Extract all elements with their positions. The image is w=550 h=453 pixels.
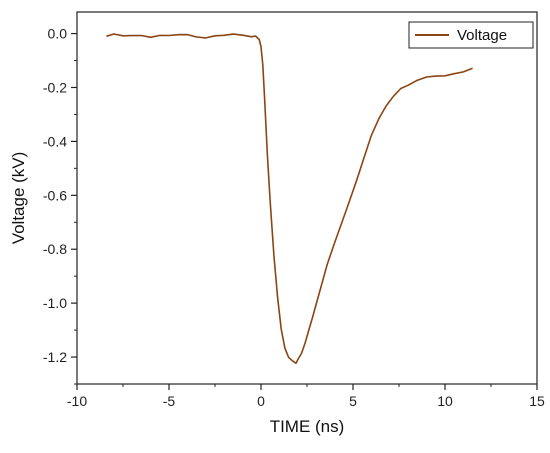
y-tick-label: -0.4 <box>43 133 67 149</box>
axes <box>76 11 538 385</box>
y-tick-label: -0.2 <box>43 79 67 95</box>
x-tick-label: 0 <box>257 393 265 409</box>
y-tick-label: -0.8 <box>43 241 67 257</box>
series <box>106 33 473 365</box>
x-tick-label: -5 <box>163 393 176 409</box>
ticks: -10 -5 0 5 10 15 0.0 -0.2 -0.4 -0.6 -0.8 -1.0 -1.2 <box>43 26 545 409</box>
y-tick-label: -1.2 <box>43 349 67 365</box>
plot-frame <box>76 11 538 385</box>
x-tick-label: 10 <box>437 393 453 409</box>
series-line-voltage <box>106 33 473 365</box>
legend: Voltage <box>408 21 534 49</box>
y-tick-label: -0.6 <box>43 187 67 203</box>
legend-label-voltage: Voltage <box>457 27 507 44</box>
y-axis-label: Voltage (kV) <box>9 152 28 245</box>
x-tick-label: -10 <box>67 393 87 409</box>
x-tick-label: 15 <box>529 393 545 409</box>
y-tick-label: -1.0 <box>43 295 67 311</box>
y-tick-label: 0.0 <box>48 26 68 42</box>
x-tick-label: 5 <box>349 393 357 409</box>
x-axis-label: TIME (ns) <box>270 417 345 436</box>
